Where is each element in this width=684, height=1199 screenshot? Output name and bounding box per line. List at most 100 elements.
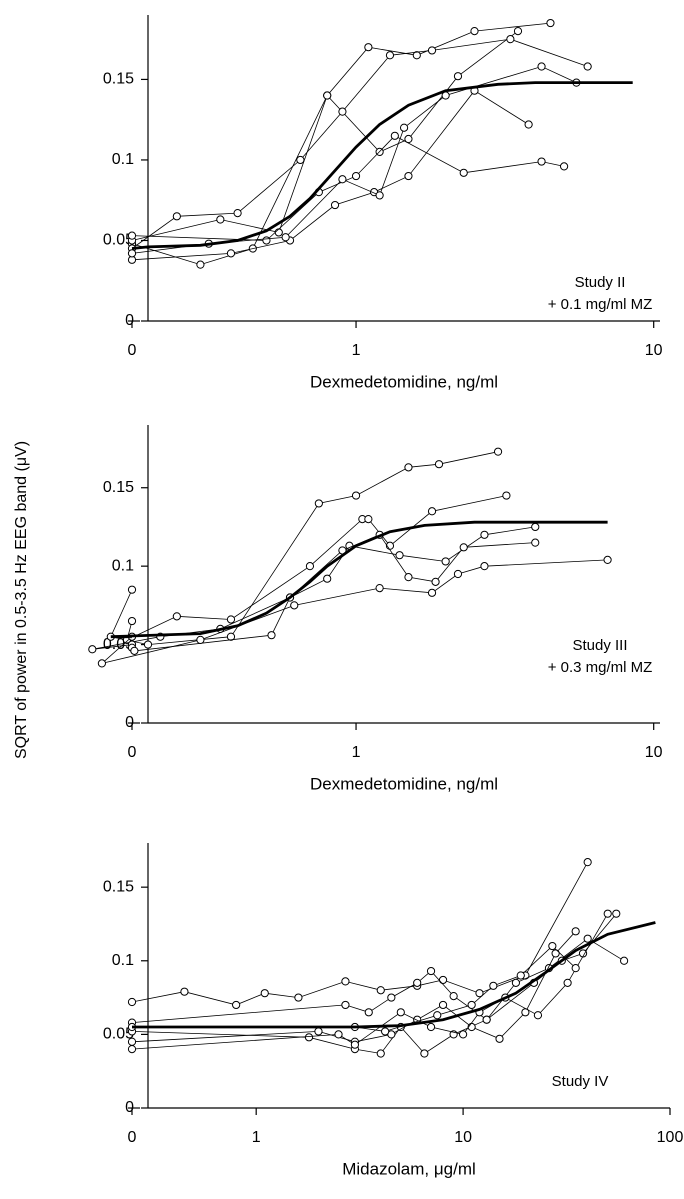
- data-point: [172, 212, 181, 221]
- data-point: [551, 949, 560, 958]
- data-point: [381, 1027, 390, 1036]
- data-point: [338, 107, 347, 116]
- data-point: [433, 1011, 442, 1020]
- data-point: [438, 975, 448, 985]
- data-point: [413, 978, 422, 987]
- data-point: [482, 1015, 491, 1024]
- x-axis-label: Midazolam, μg/ml: [342, 1159, 476, 1178]
- annotation: Study II: [575, 274, 626, 291]
- data-point: [180, 987, 189, 996]
- y-tick-label: 0.15: [103, 878, 134, 895]
- data-point: [364, 1008, 373, 1017]
- data-point: [524, 120, 533, 129]
- data-point: [603, 555, 612, 564]
- annotation: + 0.1 mg/ml MZ: [548, 296, 653, 313]
- data-point: [97, 659, 106, 668]
- data-point: [399, 123, 409, 132]
- x-tick-label: 0: [128, 744, 137, 761]
- data-point: [385, 51, 395, 60]
- data-point: [330, 200, 340, 210]
- data-point: [351, 171, 361, 181]
- data-point: [458, 1030, 468, 1039]
- data-point: [376, 986, 385, 995]
- data-point: [495, 1034, 504, 1043]
- data-point: [226, 249, 236, 258]
- data-point: [127, 1037, 137, 1046]
- data-point: [196, 260, 205, 269]
- subject-line: [131, 861, 589, 1006]
- data-point: [412, 51, 421, 60]
- subject-line: [131, 66, 577, 254]
- fit-curve: [131, 81, 633, 250]
- data-point: [274, 228, 283, 237]
- data-point: [427, 46, 437, 55]
- y-tick-label: 0.1: [112, 151, 134, 168]
- data-point: [459, 168, 468, 177]
- subject-line: [131, 22, 551, 266]
- data-point: [314, 1027, 323, 1036]
- data-point: [305, 562, 315, 571]
- y-tick-label: 0.15: [103, 71, 134, 88]
- data-point: [619, 956, 629, 965]
- y-axis-label: SQRT of power in 0.5-3.5 Hz EEG band (μV…: [13, 441, 30, 759]
- data-point: [294, 993, 303, 1002]
- x-tick-label: 1: [352, 342, 361, 359]
- data-point: [304, 1033, 314, 1042]
- data-point: [232, 1000, 241, 1010]
- data-point: [511, 978, 521, 987]
- x-tick-label: 10: [645, 342, 663, 359]
- data-point: [470, 27, 479, 36]
- data-point: [290, 601, 299, 610]
- data-point: [226, 632, 236, 641]
- data-point: [376, 1049, 385, 1058]
- data-point: [506, 35, 515, 44]
- data-point: [467, 1022, 476, 1032]
- data-point: [426, 1022, 436, 1032]
- data-point: [537, 157, 546, 166]
- data-point: [431, 577, 440, 586]
- data-point: [296, 155, 305, 165]
- data-point: [323, 574, 332, 583]
- data-point: [387, 993, 396, 1002]
- data-point: [571, 964, 580, 973]
- data-point: [127, 585, 137, 594]
- data-point: [548, 941, 557, 951]
- data-point: [420, 1049, 429, 1058]
- data-point: [480, 530, 489, 539]
- data-point: [262, 236, 271, 245]
- y-tick-label: 0: [125, 714, 134, 731]
- data-point: [395, 551, 404, 560]
- data-point: [350, 1040, 360, 1049]
- x-axis-label: Dexmedetomidine, ng/ml: [310, 774, 498, 793]
- data-point: [396, 1008, 405, 1017]
- data-point: [338, 175, 347, 184]
- data-point: [531, 538, 540, 547]
- fit-curve: [132, 921, 656, 1029]
- data-point: [531, 522, 540, 532]
- data-point: [502, 491, 511, 500]
- subject-line: [131, 938, 625, 1023]
- data-point: [563, 978, 572, 987]
- x-tick-label: 10: [645, 744, 663, 761]
- subject-line: [101, 559, 608, 664]
- data-point: [453, 72, 463, 81]
- x-tick-label: 0: [128, 1129, 137, 1146]
- data-point: [438, 1000, 448, 1010]
- data-point: [475, 989, 484, 998]
- y-tick-label: 0: [125, 312, 134, 329]
- x-axis-label: Dexmedetomidine, ng/ml: [310, 372, 498, 391]
- data-point: [260, 989, 269, 998]
- data-point: [196, 635, 205, 644]
- data-point: [559, 162, 569, 171]
- data-point: [216, 215, 225, 224]
- data-point: [364, 43, 373, 52]
- data-point: [88, 645, 97, 654]
- x-tick-label: 1: [352, 744, 361, 761]
- data-point: [233, 208, 242, 218]
- data-point: [404, 171, 413, 181]
- data-point: [427, 588, 437, 597]
- data-point: [375, 191, 384, 200]
- data-point: [441, 557, 450, 566]
